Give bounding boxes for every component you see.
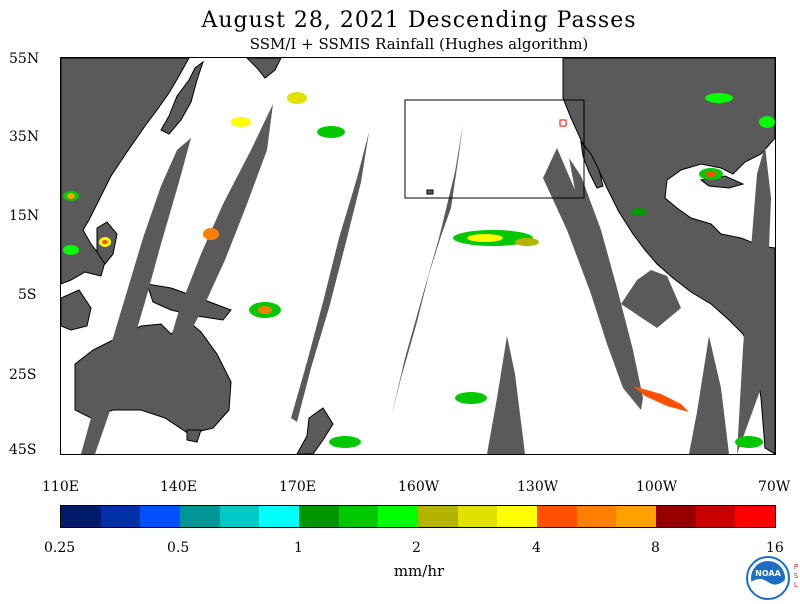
rain-cell (706, 171, 716, 177)
lon-label-130w: 130W (517, 479, 559, 495)
lat-label-55n: 55N (9, 51, 40, 67)
colorbar-swatch (457, 506, 498, 527)
rainfall-map (60, 57, 776, 455)
rain-cell (515, 238, 539, 246)
swath-gap-8 (689, 336, 729, 454)
colorbar-swatch (656, 506, 696, 527)
map-subtitle: SSM/I + SSMIS Rainfall (Hughes algorithm… (249, 35, 589, 53)
swath-gap-4 (391, 124, 463, 418)
psl-letters: P S L (792, 563, 800, 590)
colorbar-swatch (497, 506, 538, 527)
rain-cell (455, 392, 487, 404)
swath-gap-5 (487, 336, 525, 454)
lon-label-140e: 140E (160, 479, 197, 495)
colorbar-swatch (338, 506, 379, 527)
psl-letter-s: S (793, 572, 799, 580)
rain-cell (631, 208, 647, 216)
land-masses (61, 58, 775, 454)
rain-cell (317, 126, 345, 138)
rain-cell (329, 436, 361, 448)
japan-landmass (160, 60, 204, 135)
rain-cell (287, 92, 307, 104)
colorbar-tick-8: 8 (651, 540, 660, 556)
north-america-landmass (562, 58, 775, 454)
lon-label-170e: 170E (279, 479, 316, 495)
noaa-logo-text: NOAA (755, 569, 781, 578)
swath-gap-2 (165, 104, 273, 358)
colorbar-swatch (259, 506, 300, 527)
colorbar-tick-16: 16 (766, 540, 784, 556)
map-title: August 28, 2021 Descending Passes (201, 8, 637, 33)
rain-cell (67, 193, 75, 199)
colorbar-units: mm/hr (393, 562, 445, 580)
colorbar-tick-2: 2 (412, 540, 421, 556)
colorbar-swatch (576, 506, 617, 527)
new-zealand-landmass (296, 407, 334, 454)
colorbar-swatch (695, 506, 736, 527)
lat-label-15n: 15N (9, 208, 40, 224)
colorbar-tick-0-5: 0.5 (167, 540, 190, 556)
map-canvas (61, 58, 775, 454)
hawaii-landmass (426, 189, 434, 195)
colorbar-swatch (299, 506, 339, 527)
lat-label-25s: 25S (9, 367, 37, 383)
noaa-logo: NOAA (746, 556, 790, 600)
lat-label-45s: 45S (9, 442, 37, 458)
region-marker (559, 119, 567, 127)
lon-label-70w: 70W (758, 479, 791, 495)
rain-cell (705, 93, 733, 103)
psl-letter-p: P (793, 563, 799, 571)
colorbar-swatch (735, 506, 776, 527)
lon-label-110e: 110E (42, 479, 79, 495)
lon-label-160w: 160W (398, 479, 440, 495)
colorbar-swatch (61, 506, 101, 527)
rain-cell (203, 228, 219, 240)
swath-gap-7 (621, 270, 681, 328)
rain-cell (467, 234, 503, 242)
region-box (404, 99, 585, 199)
rain-cell (102, 240, 108, 244)
borneo-landmass (61, 289, 92, 331)
kamchatka-landmass (246, 58, 282, 79)
colorbar-swatch (219, 506, 260, 527)
colorbar-swatch (100, 506, 141, 527)
colorbar-tick-0-25: 0.25 (44, 540, 76, 556)
rain-cell (231, 117, 251, 127)
lat-label-5s: 5S (18, 287, 37, 303)
colorbar-swatch (616, 506, 657, 527)
rain-cell (258, 306, 272, 314)
swath-gap-3 (291, 132, 369, 422)
colorbar-swatch (537, 506, 577, 527)
rain-cell (63, 245, 79, 255)
colorbar-swatch (180, 506, 220, 527)
lon-label-100w: 100W (636, 479, 678, 495)
psl-letter-l: L (794, 581, 798, 589)
colorbar-tick-4: 4 (532, 540, 541, 556)
rain-cells (63, 92, 775, 448)
rain-band (633, 386, 689, 412)
asia-landmass (61, 58, 190, 285)
colorbar-swatch (378, 506, 419, 527)
tasmania-landmass (186, 429, 202, 443)
swath-gap-6 (543, 148, 643, 410)
swath-gap-1 (81, 138, 191, 454)
swath-gap-9 (737, 146, 771, 454)
rain-cell (735, 436, 763, 448)
rain-cell (759, 116, 775, 128)
lat-label-35n: 35N (9, 129, 40, 145)
colorbar-tick-1: 1 (294, 540, 303, 556)
data-gaps (81, 104, 771, 454)
rainfall-colorbar (60, 505, 776, 528)
colorbar-swatch (140, 506, 181, 527)
colorbar-swatch (418, 506, 458, 527)
